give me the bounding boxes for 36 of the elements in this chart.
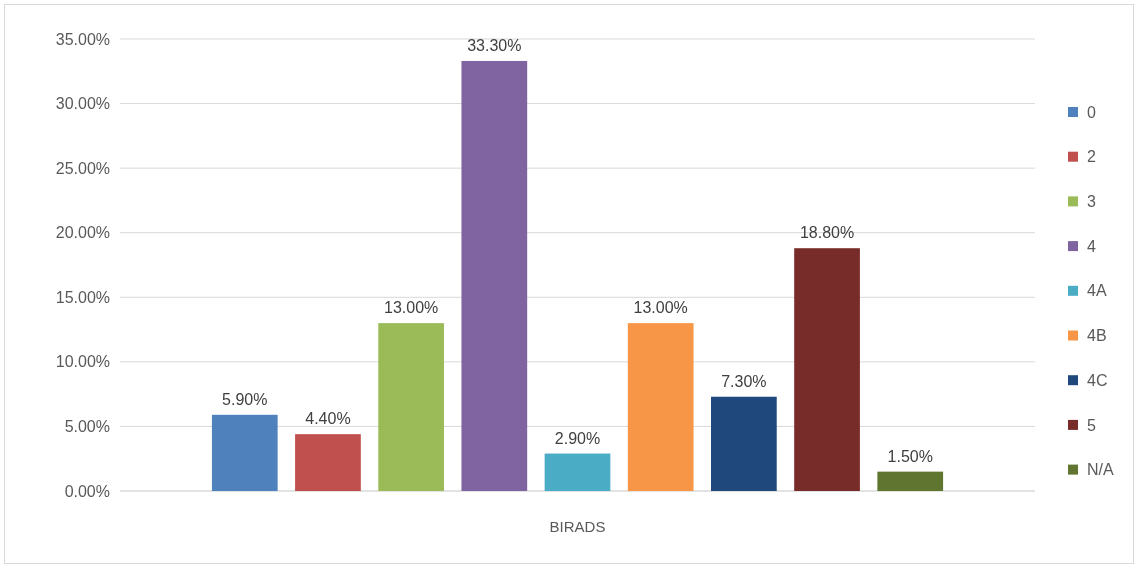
- data-label: 1.50%: [887, 447, 933, 465]
- data-label: 4.40%: [305, 410, 351, 428]
- x-tick-label: BIRADS: [549, 518, 606, 535]
- legend-label: 4C: [1087, 371, 1108, 389]
- bar: [211, 414, 278, 491]
- legend-label: 2: [1087, 148, 1096, 166]
- legend-label: 4: [1087, 237, 1096, 255]
- bar: [544, 453, 611, 491]
- bar: [295, 434, 361, 491]
- bar: [711, 396, 777, 491]
- y-tick-label: 0.00%: [64, 482, 110, 500]
- y-tick-label: 10.00%: [55, 353, 110, 371]
- data-label: 2.90%: [554, 429, 601, 447]
- legend-label: 4B: [1087, 327, 1107, 345]
- legend-label: 4A: [1087, 282, 1107, 300]
- bar: [877, 471, 944, 491]
- y-tick-label: 35.00%: [55, 30, 110, 48]
- bar: [794, 248, 860, 491]
- y-tick-label: 5.00%: [64, 418, 110, 436]
- y-tick-label: 25.00%: [55, 159, 110, 177]
- y-tick-label: 30.00%: [55, 95, 110, 113]
- data-label: 18.80%: [799, 224, 855, 242]
- y-tick-label: 15.00%: [55, 288, 110, 306]
- data-label: 13.00%: [633, 299, 688, 317]
- legend-label: 3: [1087, 193, 1096, 210]
- bar: [627, 323, 694, 491]
- data-label: 13.00%: [384, 299, 439, 317]
- legend-label: N/A: [1087, 461, 1114, 479]
- legend-label: 0: [1087, 103, 1096, 121]
- data-label: 5.90%: [222, 390, 268, 408]
- data-label: 33.30%: [467, 36, 522, 54]
- legend-label: 5: [1087, 416, 1096, 434]
- bar: [461, 60, 528, 491]
- y-tick-label: 20.00%: [55, 224, 110, 242]
- bar: [378, 323, 444, 491]
- data-label: 7.30%: [721, 372, 767, 390]
